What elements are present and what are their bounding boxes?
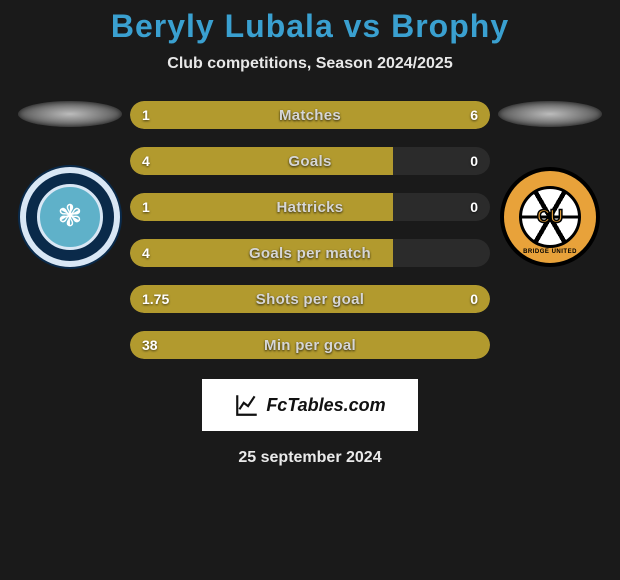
stat-bar: 16Matches — [130, 101, 490, 129]
team-crest-wycombe: ❃ — [20, 167, 120, 267]
stat-bar: 38Min per goal — [130, 331, 490, 359]
subtitle: Club competitions, Season 2024/2025 — [167, 55, 452, 73]
stat-bar: 4Goals per match — [130, 239, 490, 267]
stat-label: Min per goal — [130, 331, 490, 359]
stat-label: Matches — [130, 101, 490, 129]
comparison-body: ❃ 16Matches 40Goals 10Hattricks 4Goals per … — [0, 101, 620, 359]
comparison-card: Beryly Lubala vs Brophy Club competition… — [0, 0, 620, 580]
team-crest-cambridge: CU BRIDGE UNITED — [500, 167, 600, 267]
crest-band: BRIDGE UNITED — [504, 249, 596, 255]
left-player-column: ❃ — [10, 101, 130, 267]
right-player-column: CU BRIDGE UNITED — [490, 101, 610, 267]
stat-bars: 16Matches 40Goals 10Hattricks 4Goals per ma… — [130, 101, 490, 359]
date-label: 25 september 2024 — [238, 449, 381, 467]
stat-bar: 10Hattricks — [130, 193, 490, 221]
page-title: Beryly Lubala vs Brophy — [111, 8, 509, 45]
watermark-badge: FcTables.com — [202, 379, 418, 431]
stat-label: Goals — [130, 147, 490, 175]
stat-label: Shots per goal — [130, 285, 490, 313]
player-silhouette-left — [18, 101, 122, 127]
stat-label: Goals per match — [130, 239, 490, 267]
crest-text: CU — [537, 207, 563, 228]
watermark-text: FcTables.com — [266, 395, 385, 416]
chart-icon — [234, 392, 260, 418]
swan-icon: ❃ — [57, 202, 82, 232]
stat-bar: 40Goals — [130, 147, 490, 175]
player-silhouette-right — [498, 101, 602, 127]
stat-bar: 1.750Shots per goal — [130, 285, 490, 313]
stat-label: Hattricks — [130, 193, 490, 221]
